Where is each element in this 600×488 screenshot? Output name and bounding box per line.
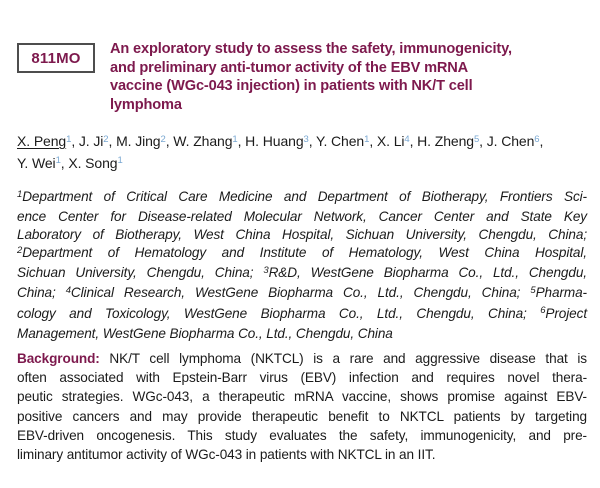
text-run: R&D, WestGene Biopharma Co., Ltd., Cheng… bbox=[268, 265, 588, 281]
text-run: , H. Huang bbox=[237, 133, 304, 149]
text-line: Laboratory of Biotherapy, West China Hos… bbox=[17, 226, 587, 244]
text-line: liminary antitumor activity of WGc-043 i… bbox=[17, 445, 587, 464]
superscript: 1 bbox=[55, 155, 61, 166]
text-run: often associated with Epstein-Barr virus… bbox=[17, 370, 587, 386]
text-run: , J. Ji bbox=[71, 133, 104, 149]
text-line: cology and Toxicology, WestGene Biopharm… bbox=[17, 305, 587, 325]
text-run: , J. Chen bbox=[479, 133, 535, 149]
text-run: , bbox=[539, 133, 544, 149]
text-run: positive cancers and may provide therape… bbox=[17, 408, 587, 424]
text-run: cology and Toxicology, WestGene Biopharm… bbox=[17, 305, 541, 321]
text-run: , X. Li bbox=[369, 133, 405, 149]
superscript: 1 bbox=[66, 133, 72, 145]
text-run: , X. Song bbox=[60, 154, 118, 171]
text-run: China; bbox=[17, 285, 66, 301]
superscript: 1 bbox=[17, 188, 23, 200]
superscript: 3 bbox=[303, 133, 309, 145]
background-paragraph: Background: NK/T cell lymphoma (NKTCL) i… bbox=[17, 349, 587, 464]
text-line: often associated with Epstein-Barr virus… bbox=[17, 368, 587, 387]
text-run: Laboratory of Biotherapy, West China Hos… bbox=[17, 227, 587, 243]
superscript: 1 bbox=[364, 133, 370, 145]
text-run: NK/T cell lymphoma (NKTCL) is a rare and… bbox=[99, 351, 587, 366]
superscript: 2 bbox=[103, 133, 109, 145]
text-run: ence Center for Disease-related Molecula… bbox=[17, 209, 587, 225]
text-run: Sichuan University, Chengdu, China; bbox=[17, 265, 264, 281]
text-run: , M. Jing bbox=[108, 133, 161, 149]
superscript: 2 bbox=[17, 244, 23, 256]
superscript: 1 bbox=[232, 133, 238, 145]
title-line: lymphoma bbox=[110, 96, 182, 113]
text-line: 2Department of Hematology and Institute … bbox=[17, 244, 587, 264]
title-line: and preliminary anti-tumor activity of t… bbox=[110, 59, 469, 76]
text-line: positive cancers and may provide therape… bbox=[17, 407, 587, 426]
text-run: , Y. Chen bbox=[308, 133, 365, 149]
abstract-code: 811MO bbox=[31, 49, 81, 67]
superscript: 4 bbox=[65, 284, 71, 296]
text-line: Y. Wei1, X. Song1 bbox=[17, 154, 543, 176]
text-run: Background: bbox=[17, 351, 100, 366]
text-run: Project bbox=[545, 305, 587, 321]
text-line: ence Center for Disease-related Molecula… bbox=[17, 208, 587, 226]
superscript: 2 bbox=[160, 133, 166, 145]
text-run: Management, WestGene Biopharma Co., Ltd.… bbox=[17, 325, 393, 341]
text-run: Department of Critical Care Medicine and… bbox=[22, 189, 587, 204]
text-line: Management, WestGene Biopharma Co., Ltd.… bbox=[17, 325, 587, 343]
superscript: 3 bbox=[263, 264, 269, 276]
text-line: EBV-driven oncogenesis. This study evalu… bbox=[17, 426, 587, 445]
text-run: liminary antitumor activity of WGc-043 i… bbox=[17, 447, 436, 463]
superscript: 5 bbox=[473, 133, 480, 145]
affiliations: 1Department of Critical Care Medicine an… bbox=[17, 188, 587, 343]
text-line: X. Peng1, J. Ji2, M. Jing2, W. Zhang1, H… bbox=[17, 132, 543, 154]
text-line: peutic strategies. WGc-043, a therapeuti… bbox=[17, 387, 587, 406]
abstract-title: An exploratory study to assess the safet… bbox=[110, 40, 512, 114]
text-line: China; 4Clinical Research, WestGene Biop… bbox=[17, 284, 587, 304]
superscript: 6 bbox=[534, 133, 540, 145]
superscript: 6 bbox=[540, 305, 546, 317]
superscript: 5 bbox=[530, 284, 536, 296]
text-line: 1Department of Critical Care Medicine an… bbox=[17, 188, 587, 208]
text-run: , H. Zheng bbox=[409, 133, 474, 149]
text-line: Sichuan University, Chengdu, China; 3R&D… bbox=[17, 264, 587, 284]
text-run: Y. Wei bbox=[17, 154, 56, 171]
superscript: 1 bbox=[117, 155, 123, 166]
text-run: Clinical Research, WestGene Biopharma Co… bbox=[70, 285, 531, 301]
abstract-code-box: 811MO bbox=[17, 43, 95, 73]
text-run: EBV-driven oncogenesis. This study evalu… bbox=[17, 427, 587, 443]
title-line: vaccine (WGc-043 injection) in patients … bbox=[110, 78, 473, 95]
superscript: 4 bbox=[404, 133, 410, 145]
author-list: X. Peng1, J. Ji2, M. Jing2, W. Zhang1, H… bbox=[17, 132, 543, 175]
text-run: Department of Hematology and Institute o… bbox=[22, 245, 587, 261]
text-run: peutic strategies. WGc-043, a therapeuti… bbox=[17, 389, 587, 405]
text-line: Background: NK/T cell lymphoma (NKTCL) i… bbox=[17, 349, 587, 368]
text-run: X. Peng bbox=[17, 133, 67, 149]
text-run: Pharma- bbox=[535, 285, 588, 301]
title-line: An exploratory study to assess the safet… bbox=[110, 41, 512, 57]
text-run: , W. Zhang bbox=[165, 133, 233, 149]
